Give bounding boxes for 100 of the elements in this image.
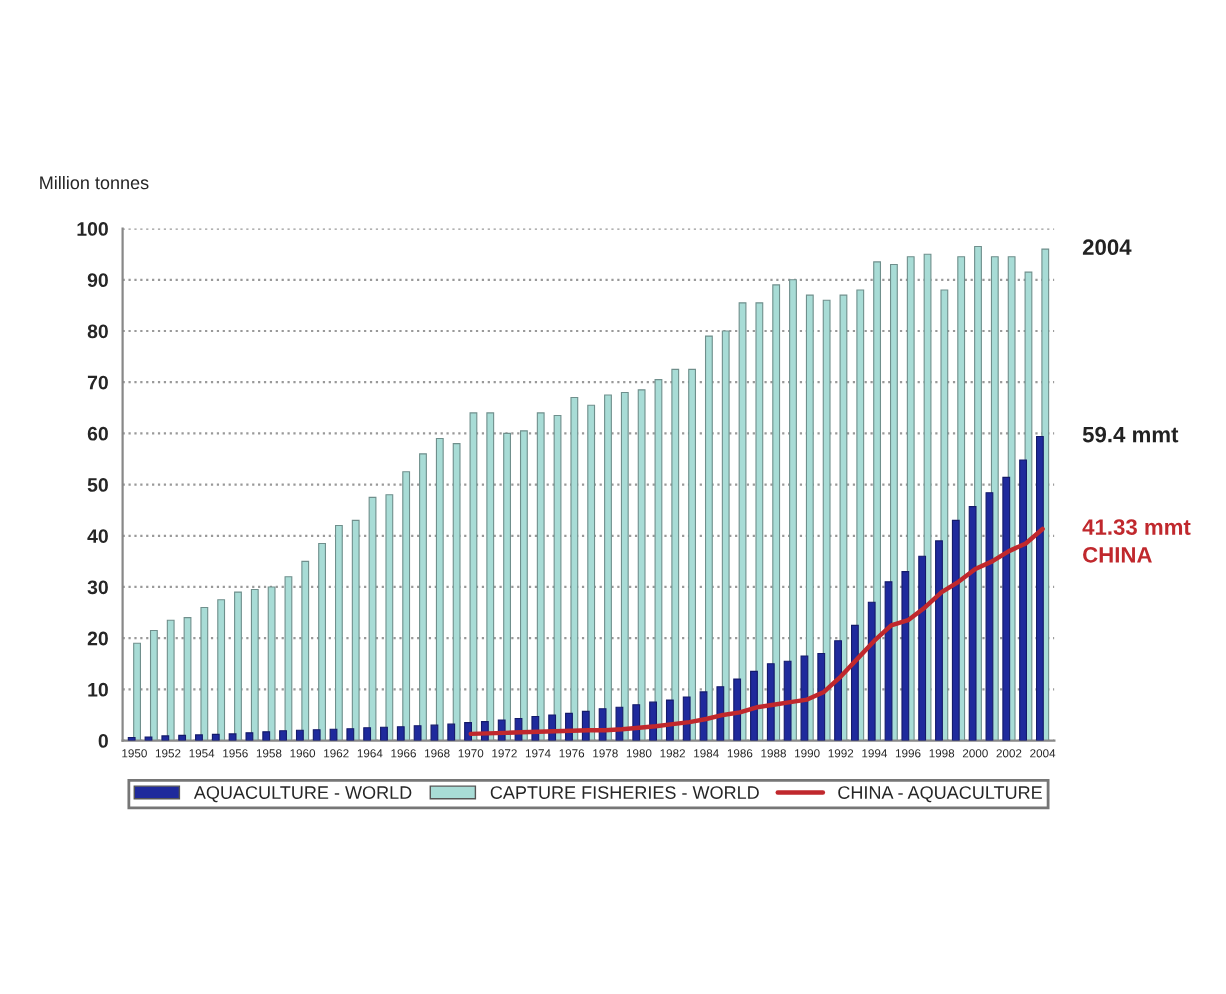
bar — [1019, 459, 1027, 741]
bar — [250, 588, 259, 741]
bar — [133, 642, 141, 741]
y-tick-label: 10 — [88, 682, 108, 697]
bar — [721, 330, 730, 741]
annotation: 2004 — [1082, 239, 1132, 256]
bar — [985, 492, 994, 741]
bar — [284, 576, 293, 741]
bar — [951, 519, 960, 741]
bar — [688, 368, 697, 741]
bar — [766, 663, 775, 741]
bar — [380, 726, 388, 741]
bar — [884, 581, 893, 741]
y-tick-label: 20 — [87, 631, 108, 646]
bar — [267, 586, 276, 741]
bar — [312, 729, 321, 741]
bar — [435, 437, 444, 741]
bar — [1002, 476, 1011, 741]
bar — [587, 404, 596, 741]
bar — [923, 253, 932, 741]
bar — [161, 735, 170, 741]
annotation: CHINA — [1083, 546, 1152, 563]
bar — [789, 279, 797, 741]
bar — [699, 691, 708, 741]
bar — [149, 629, 158, 741]
bar — [228, 733, 237, 741]
bar — [968, 506, 977, 741]
bar — [396, 726, 405, 741]
bar — [262, 731, 271, 741]
bar — [402, 471, 411, 741]
annotation: 59.4 mmt — [1082, 426, 1179, 443]
bar — [553, 414, 562, 741]
legend-label: CAPTURE FISHERIES - WORLD — [490, 786, 759, 799]
bar — [822, 299, 831, 741]
bar — [704, 335, 713, 741]
bar — [447, 723, 456, 741]
y-tick-label: 30 — [87, 580, 108, 595]
y-tick-label: 70 — [87, 375, 108, 390]
bar — [245, 732, 254, 741]
bar — [750, 670, 758, 741]
bar — [570, 396, 579, 741]
bar — [935, 540, 943, 741]
y-tick-label: 50 — [87, 478, 108, 492]
bar — [805, 294, 814, 741]
bar — [346, 728, 355, 741]
y-tick-label: 90 — [87, 273, 108, 288]
bar — [738, 302, 747, 741]
bar — [334, 524, 343, 741]
bar — [279, 730, 287, 741]
line-series — [468, 526, 1045, 737]
bar — [783, 660, 792, 741]
bar — [856, 289, 865, 741]
bar — [211, 733, 220, 741]
bar — [901, 571, 910, 741]
bar — [772, 284, 781, 741]
bar — [368, 496, 377, 741]
y-tick-label: 40 — [87, 529, 108, 543]
bar — [839, 294, 848, 741]
y-tick-label: 0 — [98, 734, 108, 748]
bar — [834, 640, 842, 741]
y-axis-title: Million tonnes — [40, 175, 149, 190]
bar — [178, 734, 187, 741]
bar — [234, 591, 242, 741]
bar — [654, 379, 663, 741]
bar — [295, 729, 304, 741]
bar — [318, 542, 326, 741]
bar — [183, 617, 192, 741]
legend-label: CHINA - AQUACULTURE — [838, 786, 1042, 803]
bar — [604, 394, 612, 741]
bar — [486, 412, 495, 741]
bar — [850, 624, 859, 741]
bar — [469, 412, 478, 741]
bar — [503, 432, 511, 741]
bar — [419, 453, 427, 741]
bar — [200, 606, 209, 741]
y-tick-label: 100 — [77, 222, 108, 236]
bar — [620, 391, 629, 741]
bar — [755, 302, 764, 741]
bar — [800, 655, 809, 741]
bar — [301, 560, 310, 741]
bar — [873, 261, 882, 741]
bar — [671, 368, 680, 741]
bar — [430, 724, 439, 741]
bar — [217, 599, 226, 741]
bar — [906, 256, 915, 741]
legend-label: AQUACULTURE - WORLD — [193, 786, 412, 803]
bar — [536, 412, 545, 741]
annotation: 41.33 mmt — [1082, 519, 1191, 535]
bar — [733, 678, 742, 741]
bar — [452, 443, 461, 741]
bar — [519, 430, 528, 741]
bar — [1035, 435, 1044, 741]
bar — [413, 725, 422, 741]
bar — [637, 389, 646, 741]
bar — [817, 652, 826, 741]
bar — [363, 727, 372, 741]
bar — [329, 728, 338, 741]
bar — [918, 555, 927, 741]
bar — [464, 722, 472, 741]
y-tick-label: 60 — [87, 426, 108, 441]
